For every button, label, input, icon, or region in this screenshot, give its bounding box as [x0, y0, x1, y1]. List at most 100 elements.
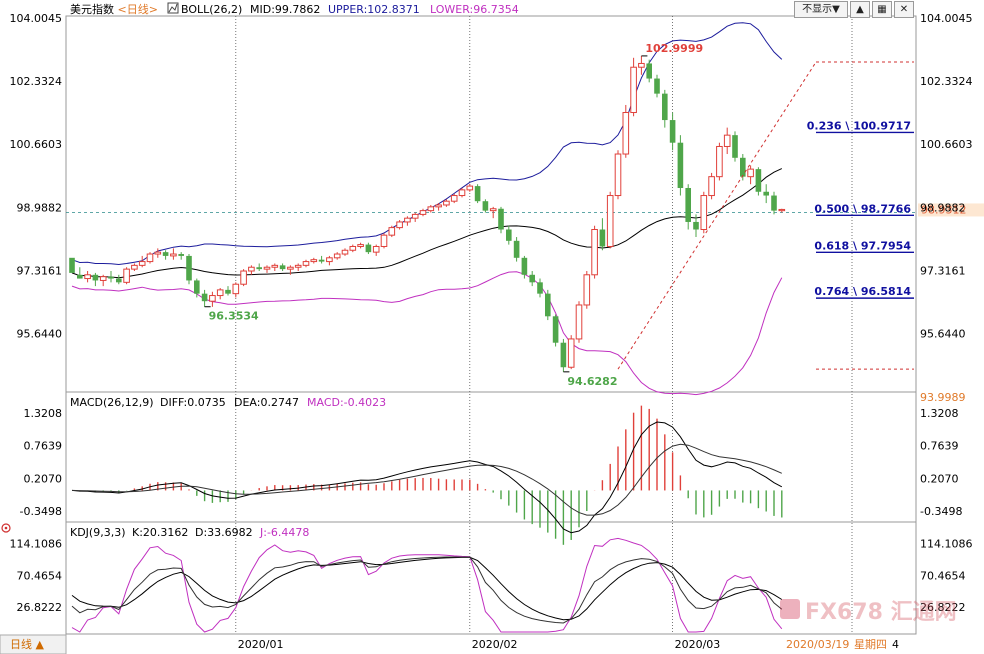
candle-body-down[interactable] [669, 120, 676, 143]
candle-body-up[interactable] [84, 274, 91, 280]
candle-body-down[interactable] [529, 274, 535, 283]
candle-body-up[interactable] [614, 153, 622, 197]
candle-body-up[interactable] [396, 221, 403, 229]
hide-indicator-button[interactable]: 不显示▼ [794, 1, 848, 18]
candle-body-down[interactable] [178, 254, 184, 256]
candle-body-down[interactable] [108, 276, 114, 279]
candle-body-up[interactable] [638, 62, 645, 68]
candle-body-up[interactable] [458, 189, 466, 197]
candle-body-down[interactable] [513, 240, 520, 258]
candle-body-down[interactable] [194, 280, 200, 294]
candle-body-down[interactable] [506, 229, 512, 241]
candle-body-down[interactable] [521, 257, 528, 275]
candle-body-up[interactable] [489, 208, 497, 212]
candle-body-down[interactable] [646, 63, 652, 79]
candle-body-down[interactable] [552, 316, 559, 343]
candle-body-up[interactable] [99, 276, 107, 281]
candle-body-up[interactable] [747, 168, 754, 178]
candle-body-up[interactable] [216, 289, 224, 297]
candle-body-up[interactable] [435, 204, 442, 208]
candle-body-down[interactable] [771, 195, 777, 211]
candle-body-down[interactable] [162, 252, 169, 256]
candle-body-down[interactable] [545, 293, 551, 317]
candle-body-down[interactable] [677, 142, 684, 188]
candle-body-up[interactable] [232, 283, 240, 295]
candle-body-down[interactable] [693, 221, 699, 230]
candle-body-up[interactable] [209, 295, 216, 302]
candle-body-up[interactable] [443, 200, 450, 206]
candle-body-up[interactable] [248, 266, 255, 272]
candle-body-up[interactable] [146, 253, 154, 263]
candle-body-up[interactable] [583, 274, 591, 306]
candle-body-down[interactable] [256, 267, 262, 270]
candle-body-up[interactable] [450, 195, 458, 202]
candle-body-up[interactable] [349, 245, 357, 251]
candle-body-up[interactable] [419, 210, 427, 215]
candle-body-down[interactable] [654, 78, 660, 94]
candle-body-up[interactable] [372, 245, 380, 253]
candle-body-down[interactable] [365, 244, 372, 253]
candle-body-up[interactable] [591, 229, 598, 276]
candle-body-down[interactable] [599, 229, 606, 247]
candle-body-up[interactable] [630, 66, 637, 114]
candle-body-up[interactable] [411, 213, 419, 219]
candle-body-up[interactable] [138, 261, 146, 266]
period-tab[interactable]: 日线 ▲ [10, 637, 44, 651]
toolbar-grid-icon[interactable]: ▦ [872, 1, 892, 18]
candle-body-down[interactable] [560, 342, 567, 368]
candle-body-up[interactable] [723, 134, 731, 147]
close-icon[interactable]: ✕ [894, 1, 914, 18]
candle-body-up[interactable] [622, 112, 630, 155]
candle-body-up[interactable] [294, 264, 302, 268]
candle-body-down[interactable] [740, 157, 746, 177]
candle-body-up[interactable] [170, 253, 177, 257]
macd-pane[interactable] [71, 405, 783, 545]
kdj-settings-icon[interactable] [1, 523, 11, 533]
boll-indicator-icon[interactable] [167, 2, 179, 14]
candle-body-down[interactable] [318, 259, 325, 262]
candle-body-down[interactable] [732, 135, 738, 158]
candle-body-down[interactable] [763, 191, 769, 196]
candle-body-down[interactable] [116, 278, 122, 283]
price-pane[interactable]: 98.9312 102.9999 96.3534 94.6282 0.236 \ 100… [66, 22, 984, 396]
candle-body-up[interactable] [131, 264, 138, 270]
candle-body-up[interactable] [326, 257, 333, 263]
candle-body-up[interactable] [310, 259, 318, 263]
candle-body-down[interactable] [498, 208, 504, 230]
candle-body-down[interactable] [225, 289, 231, 294]
candle-body-down[interactable] [537, 282, 543, 294]
candle-body-up[interactable] [123, 268, 130, 283]
candle-body-up[interactable] [357, 244, 364, 247]
candle-body-up[interactable] [388, 227, 396, 236]
toolbar-up-icon[interactable]: ▲ [850, 1, 870, 18]
candle-body-up[interactable] [287, 266, 294, 270]
kdj-pane[interactable] [71, 537, 783, 633]
candle-body-down[interactable] [662, 93, 668, 121]
candle-body-down[interactable] [186, 255, 192, 281]
candle-body-up[interactable] [716, 145, 723, 178]
candle-body-down[interactable] [69, 257, 75, 273]
candle-body-up[interactable] [271, 264, 279, 268]
candle-body-down[interactable] [685, 187, 691, 222]
candle-body-up[interactable] [466, 185, 474, 191]
candle-body-up[interactable] [341, 249, 349, 255]
candle-body-up[interactable] [427, 206, 435, 212]
candle-body-down[interactable] [201, 293, 208, 302]
candle-body-up[interactable] [606, 195, 614, 247]
candle-body-up[interactable] [708, 176, 715, 197]
candle-body-up[interactable] [302, 261, 310, 266]
candle-body-up[interactable] [778, 208, 786, 212]
candle-body-up[interactable] [700, 195, 708, 231]
candle-body-up[interactable] [380, 234, 388, 247]
candle-body-down[interactable] [474, 186, 481, 202]
candle-body-up[interactable] [575, 304, 583, 340]
candle-body-down[interactable] [755, 169, 762, 192]
candle-body-up[interactable] [567, 338, 575, 368]
candle-body-up[interactable] [154, 251, 162, 255]
candle-body-up[interactable] [263, 266, 271, 270]
candle-body-down[interactable] [279, 265, 286, 270]
candle-body-up[interactable] [333, 253, 341, 259]
candle-body-up[interactable] [240, 270, 247, 285]
candle-body-down[interactable] [92, 274, 99, 281]
candle-body-up[interactable] [404, 217, 411, 223]
